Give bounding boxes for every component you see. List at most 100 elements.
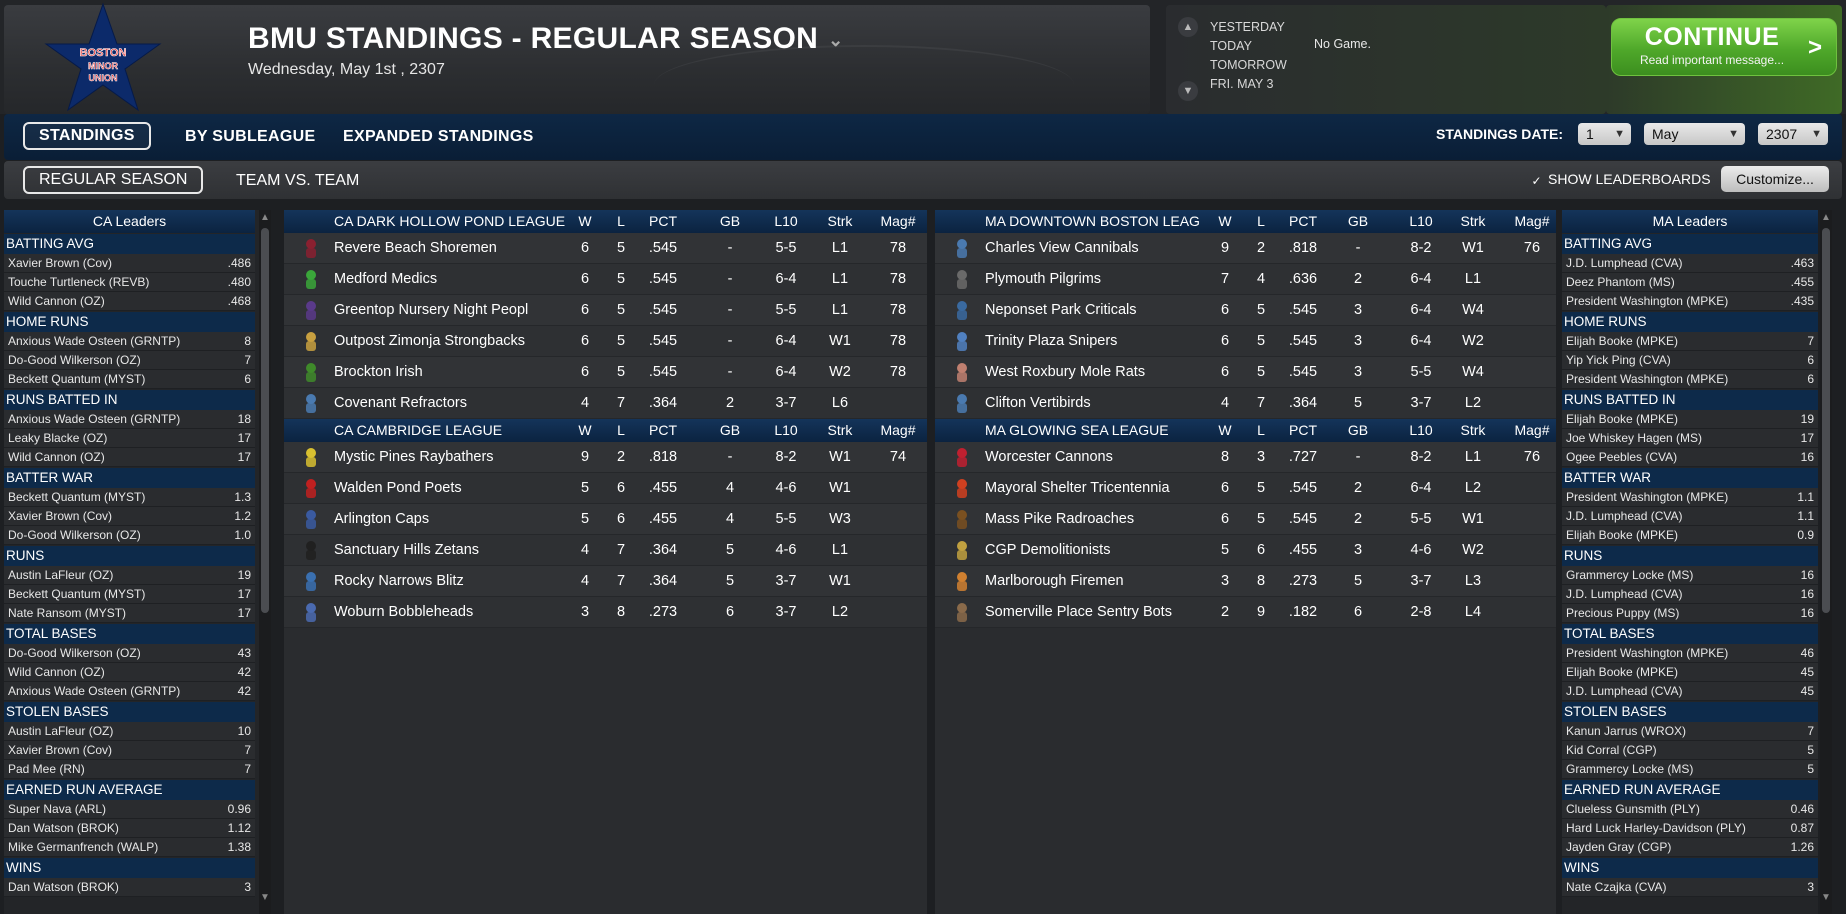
leader-row[interactable]: Austin LaFleur (OZ) 10: [4, 722, 255, 741]
leader-player[interactable]: Austin LaFleur (OZ): [8, 724, 114, 738]
column-header-strk[interactable]: Strk: [827, 422, 853, 438]
leader-player[interactable]: Kid Corral (CGP): [1566, 743, 1657, 757]
team-row[interactable]: Sanctuary Hills Zetans 4 7 .364 5 4-6 L1: [284, 535, 927, 566]
leader-row[interactable]: Dan Watson (BROK) 1.12: [4, 819, 255, 838]
leader-row[interactable]: Touche Turtleneck (REVB) .480: [4, 273, 255, 292]
team-row[interactable]: Rocky Narrows Blitz 4 7 .364 5 3-7 W1: [284, 566, 927, 597]
leader-player[interactable]: Anxious Wade Osteen (GRNTP): [8, 412, 181, 426]
leader-row[interactable]: Do-Good Wilkerson (OZ) 1.0: [4, 526, 255, 545]
check-icon[interactable]: ✓: [1531, 174, 1542, 188]
month-select[interactable]: May ▼: [1644, 123, 1745, 145]
leader-player[interactable]: Elijah Booke (MPKE): [1566, 334, 1679, 348]
leader-row[interactable]: Wild Cannon (OZ) 42: [4, 663, 255, 682]
leader-row[interactable]: Hard Luck Harley-Davidson (PLY) 0.87: [1562, 819, 1818, 838]
chevron-up-icon[interactable]: ▲: [260, 212, 270, 223]
team-row[interactable]: Greentop Nursery Night Peopl 6 5 .545 - 5-5 L1…: [284, 295, 927, 326]
leader-player[interactable]: Jayden Gray (CGP): [1566, 840, 1672, 854]
team-row[interactable]: Mystic Pines Raybathers 9 2 .818 - 8-2 W1 74: [284, 442, 927, 473]
chevron-down-icon[interactable]: ▼: [1178, 81, 1198, 101]
team-row[interactable]: Walden Pond Poets 5 6 .455 4 4-6 W1: [284, 473, 927, 504]
leader-row[interactable]: Xavier Brown (Cov) .486: [4, 254, 255, 273]
team-name[interactable]: Worcester Cannons: [985, 449, 1113, 465]
leader-row[interactable]: Xavier Brown (Cov) 7: [4, 741, 255, 760]
leader-player[interactable]: Pad Mee (RN): [8, 762, 85, 776]
leader-player[interactable]: Elijah Booke (MPKE): [1566, 412, 1679, 426]
column-header-w[interactable]: W: [1218, 422, 1232, 438]
leader-row[interactable]: Jayden Gray (CGP) 1.26: [1562, 838, 1818, 857]
leader-player[interactable]: Mike Germanfrench (WALP): [8, 840, 159, 854]
leader-player[interactable]: Precious Puppy (MS): [1566, 606, 1680, 620]
tab-standings[interactable]: STANDINGS: [23, 122, 151, 150]
team-name[interactable]: West Roxbury Mole Rats: [985, 364, 1146, 380]
team-name[interactable]: Marlborough Firemen: [985, 573, 1124, 589]
team-name[interactable]: Covenant Refractors: [334, 395, 467, 411]
leader-player[interactable]: Super Nava (ARL): [8, 802, 107, 816]
leader-player[interactable]: Xavier Brown (Cov): [8, 743, 113, 757]
column-header-w[interactable]: W: [578, 422, 592, 438]
column-header-mag[interactable]: Mag#: [1514, 422, 1550, 438]
leader-player[interactable]: Grammercy Locke (MS): [1566, 762, 1694, 776]
leader-player[interactable]: Wild Cannon (OZ): [8, 450, 105, 464]
leader-row[interactable]: J.D. Lumphead (CVA) 45: [1562, 682, 1818, 701]
team-name[interactable]: Greentop Nursery Night Peopl: [334, 302, 529, 318]
team-name[interactable]: Clifton Vertibirds: [985, 395, 1091, 411]
leader-player[interactable]: Austin LaFleur (OZ): [8, 568, 114, 582]
team-name[interactable]: Neponset Park Criticals: [985, 302, 1137, 318]
team-name[interactable]: Revere Beach Shoremen: [334, 240, 497, 256]
leader-row[interactable]: Anxious Wade Osteen (GRNTP) 18: [4, 410, 255, 429]
leader-player[interactable]: Do-Good Wilkerson (OZ): [8, 646, 141, 660]
column-header-mag[interactable]: Mag#: [1514, 213, 1550, 229]
leader-row[interactable]: President Washington (MPKE) 1.1: [1562, 488, 1818, 507]
leader-player[interactable]: J.D. Lumphead (CVA): [1566, 509, 1683, 523]
customize-button[interactable]: Customize...: [1721, 166, 1829, 192]
leader-player[interactable]: J.D. Lumphead (CVA): [1566, 684, 1683, 698]
leader-player[interactable]: Kanun Jarrus (WROX): [1566, 724, 1687, 738]
column-header-l[interactable]: L: [617, 213, 625, 229]
tab-team-vs-team[interactable]: TEAM VS. TEAM: [236, 172, 360, 189]
leader-player[interactable]: Hard Luck Harley-Davidson (PLY): [1566, 821, 1746, 835]
leader-player[interactable]: Anxious Wade Osteen (GRNTP): [8, 684, 181, 698]
leader-player[interactable]: President Washington (MPKE): [1566, 372, 1729, 386]
team-row[interactable]: Woburn Bobbleheads 3 8 .273 6 3-7 L2: [284, 597, 927, 628]
leader-player[interactable]: President Washington (MPKE): [1566, 294, 1729, 308]
leader-row[interactable]: Grammercy Locke (MS) 5: [1562, 760, 1818, 779]
team-row[interactable]: Brockton Irish 6 5 .545 - 6-4 W2 78: [284, 357, 927, 388]
leader-row[interactable]: Xavier Brown (Cov) 1.2: [4, 507, 255, 526]
column-header-l[interactable]: L: [1257, 422, 1265, 438]
chevron-up-icon[interactable]: ▲: [1821, 212, 1831, 223]
day-fri[interactable]: FRI. MAY 3: [1210, 77, 1274, 91]
team-name[interactable]: Charles View Cannibals: [985, 240, 1139, 256]
team-name[interactable]: Sanctuary Hills Zetans: [334, 542, 480, 558]
tab-by-subleague[interactable]: BY SUBLEAGUE: [185, 128, 316, 145]
column-header-pct[interactable]: PCT: [649, 213, 677, 229]
chevron-down-icon[interactable]: ▼: [1821, 892, 1831, 903]
column-header-mag[interactable]: Mag#: [880, 422, 916, 438]
continue-button[interactable]: CONTINUE Read important message... >: [1611, 18, 1837, 76]
leader-row[interactable]: J.D. Lumphead (CVA) .463: [1562, 254, 1818, 273]
leader-player[interactable]: Grammercy Locke (MS): [1566, 568, 1694, 582]
leader-row[interactable]: Elijah Booke (MPKE) 0.9: [1562, 526, 1818, 545]
leader-player[interactable]: Touche Turtleneck (REVB): [8, 275, 150, 289]
ca-leaders-scrollbar[interactable]: ▲ ▼: [259, 210, 271, 914]
leader-row[interactable]: Super Nava (ARL) 0.96: [4, 800, 255, 819]
team-name[interactable]: Arlington Caps: [334, 511, 430, 527]
team-row[interactable]: Mass Pike Radroaches 6 5 .545 2 5-5 W1: [935, 504, 1556, 535]
column-header-pct[interactable]: PCT: [1289, 213, 1317, 229]
team-name[interactable]: Walden Pond Poets: [334, 480, 462, 496]
leader-row[interactable]: Joe Whiskey Hagen (MS) 17: [1562, 429, 1818, 448]
leader-player[interactable]: Beckett Quantum (MYST): [8, 490, 146, 504]
team-row[interactable]: Revere Beach Shoremen 6 5 .545 - 5-5 L1 78: [284, 233, 927, 264]
team-name[interactable]: Trinity Plaza Snipers: [985, 333, 1118, 349]
team-row[interactable]: Plymouth Pilgrims 7 4 .636 2 6-4 L1: [935, 264, 1556, 295]
team-name[interactable]: Mystic Pines Raybathers: [334, 449, 494, 465]
leader-row[interactable]: Leaky Blacke (OZ) 17: [4, 429, 255, 448]
leader-player[interactable]: Joe Whiskey Hagen (MS): [1566, 431, 1703, 445]
column-header-pct[interactable]: PCT: [649, 422, 677, 438]
leader-player[interactable]: Xavier Brown (Cov): [8, 256, 113, 270]
leader-player[interactable]: J.D. Lumphead (CVA): [1566, 256, 1683, 270]
leader-row[interactable]: Grammercy Locke (MS) 16: [1562, 566, 1818, 585]
leader-row[interactable]: Yip Yick Ping (CVA) 6: [1562, 351, 1818, 370]
leader-row[interactable]: Do-Good Wilkerson (OZ) 7: [4, 351, 255, 370]
column-header-strk[interactable]: Strk: [1460, 213, 1486, 229]
leader-player[interactable]: Elijah Booke (MPKE): [1566, 528, 1679, 542]
